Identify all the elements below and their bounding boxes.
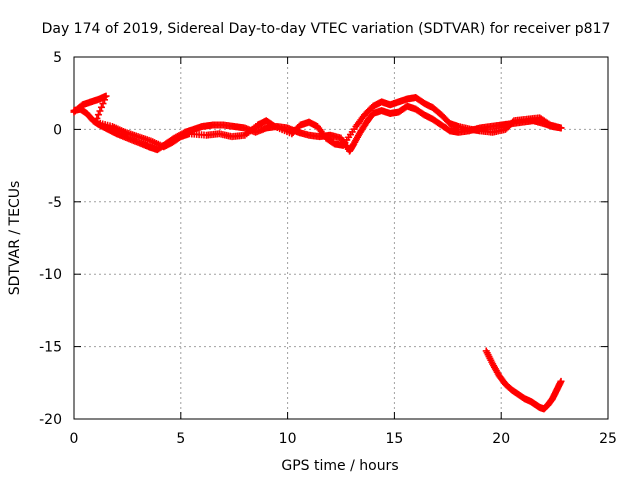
data-point (96, 107, 104, 115)
x-tick-label: 25 (599, 431, 617, 447)
x-tick-label: 20 (492, 431, 510, 447)
data-point (557, 377, 565, 385)
grid (74, 57, 608, 419)
y-axis-label: SDTVAR / TECUs (7, 181, 23, 296)
x-tick-label: 5 (176, 431, 185, 447)
y-tick-label: -10 (39, 267, 62, 283)
data-point (102, 92, 110, 100)
data-point (99, 100, 107, 108)
data-point (101, 96, 109, 104)
data-point (97, 103, 105, 111)
x-axis-ticks: 0 5 10 15 20 25 (70, 57, 617, 447)
plot-frame (73, 56, 609, 420)
x-axis-label: GPS time / hours (281, 458, 398, 474)
y-tick-label: 5 (53, 50, 62, 66)
data-point (557, 124, 565, 132)
data-points (70, 92, 565, 413)
x-tick-label: 15 (385, 431, 403, 447)
y-tick-label: -15 (39, 340, 62, 356)
chart-title: Day 174 of 2019, Sidereal Day-to-day VTE… (42, 21, 611, 37)
y-tick-label: 0 (53, 122, 62, 138)
data-point (93, 114, 101, 122)
x-tick-label: 10 (279, 431, 297, 447)
data-point (270, 122, 278, 130)
x-tick-label: 0 (70, 431, 79, 447)
data-point (94, 111, 102, 119)
series-1 (70, 92, 565, 151)
y-tick-label: -5 (48, 195, 62, 211)
y-axis-ticks: 5 0 -5 -10 -15 -20 (39, 50, 608, 428)
series-2 (482, 347, 565, 413)
y-tick-label: -20 (39, 412, 62, 428)
